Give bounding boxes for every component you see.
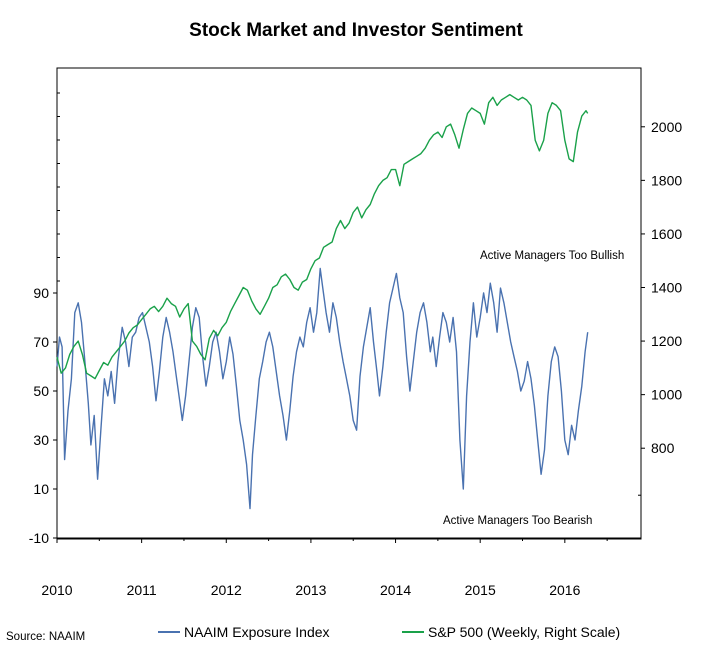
plot-border xyxy=(56,67,642,540)
x-tick-label: 2013 xyxy=(295,582,326,598)
series-layer xyxy=(56,93,589,510)
left-tick-label: 30 xyxy=(33,432,49,448)
left-tick-label: 70 xyxy=(33,334,49,350)
left-tick-label: 90 xyxy=(33,285,49,301)
x-tick-label: 2016 xyxy=(549,582,580,598)
right-tick-label: 1800 xyxy=(651,172,682,188)
chart-title: Stock Market and Investor Sentiment xyxy=(189,20,523,41)
legend-label-naaim: NAAIM Exposure Index xyxy=(184,624,330,640)
naaim-exposure-line xyxy=(56,267,589,510)
right-tick-label: 800 xyxy=(651,440,675,456)
annotation-bearish: Active Managers Too Bearish xyxy=(443,515,592,527)
plot-area xyxy=(56,67,642,540)
source-note: Source: NAAIM xyxy=(6,631,85,643)
left-tick-label: 50 xyxy=(33,383,49,399)
annotation-bullish: Active Managers Too Bullish xyxy=(480,250,624,262)
left-tick-label: -10 xyxy=(29,530,49,546)
left-tick-label: 10 xyxy=(33,481,49,497)
legend-label-sp500: S&P 500 (Weekly, Right Scale) xyxy=(428,624,620,640)
right-tick-label: 1400 xyxy=(651,280,682,296)
right-tick-label: 1000 xyxy=(651,387,682,403)
x-tick-label: 2015 xyxy=(465,582,496,598)
x-tick-label: 2014 xyxy=(380,582,411,598)
right-tick-label: 1600 xyxy=(651,226,682,242)
legend: NAAIM Exposure Index S&P 500 (Weekly, Ri… xyxy=(158,624,620,640)
x-tick-label: 2011 xyxy=(127,582,157,598)
right-tick-label: 2000 xyxy=(651,119,682,135)
right-axis: 800 1000 1200 1400 1600 1800 2000 xyxy=(638,119,682,496)
sp500-line xyxy=(56,93,589,380)
x-tick-label: 2012 xyxy=(211,582,242,598)
right-tick-label: 1200 xyxy=(651,333,682,349)
left-axis: -10 10 30 50 70 90 xyxy=(29,92,60,546)
x-tick-label: 2010 xyxy=(41,582,72,598)
x-axis: 2010 2011 2012 2013 2014 2015 2016 xyxy=(41,538,608,598)
